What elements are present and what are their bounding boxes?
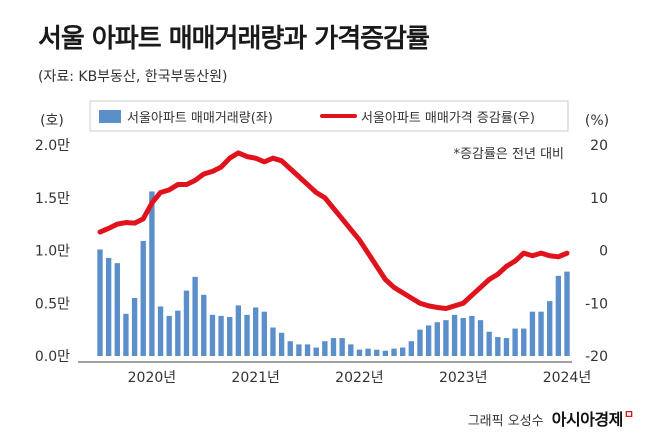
bar (235, 305, 242, 356)
bar (252, 307, 259, 356)
bar (313, 347, 319, 356)
x-tick: 2020년 (128, 370, 177, 386)
bar (218, 315, 224, 356)
x-tick: 2024년 (543, 370, 592, 386)
bar (382, 350, 389, 356)
bar (451, 314, 458, 356)
bar (114, 263, 120, 356)
bar (261, 311, 267, 356)
line-series (97, 150, 570, 312)
bar (417, 329, 423, 357)
brand-mark: ㅁ (623, 408, 634, 421)
right-tick: 10 (590, 191, 608, 207)
bar (192, 276, 198, 357)
bar (278, 332, 285, 356)
right-tick: -20 (585, 349, 608, 365)
left-tick: 1.5만 (35, 191, 70, 207)
brand-logo: 아시아경제 (551, 410, 624, 429)
bar (356, 349, 363, 356)
bar (105, 257, 112, 356)
left-tick: 2.0만 (35, 138, 70, 154)
bar (140, 241, 146, 356)
right-tick: -10 (585, 296, 608, 312)
bar (322, 341, 328, 356)
bar (425, 325, 432, 356)
bar (521, 328, 527, 356)
right-axis-ticks: 20 10 0 -10 -20 (585, 138, 608, 365)
bar (201, 294, 207, 356)
x-tick: 2022년 (335, 370, 384, 386)
bar (175, 310, 181, 356)
bar (365, 348, 371, 356)
legend-bar-swatch (99, 110, 121, 123)
bar (209, 314, 216, 356)
left-tick: 0.0만 (35, 349, 70, 365)
bar (97, 249, 103, 356)
graphic-credit: 그래픽 오성수 아시아경제ㅁ (468, 406, 634, 430)
bar (374, 349, 380, 356)
bar (166, 315, 172, 356)
bar (460, 318, 466, 356)
right-tick: 0 (599, 244, 608, 260)
bar (339, 338, 345, 356)
bar (287, 341, 293, 356)
left-tick: 0.5만 (35, 296, 70, 312)
bar (443, 320, 449, 356)
bar (564, 271, 570, 356)
bar (400, 347, 406, 356)
x-tick: 2021년 (231, 370, 280, 386)
bar (477, 320, 484, 356)
bar (348, 344, 354, 356)
bar (555, 275, 562, 356)
credit-author: 그래픽 오성수 (467, 414, 544, 429)
bar (434, 322, 440, 356)
bar (469, 315, 475, 356)
bar (227, 316, 233, 356)
source-note: (자료: KB부동산, 한국부동산원) (38, 69, 228, 85)
bar (123, 313, 129, 356)
legend-bar-label: 서울아파트 매매거래량(좌) (127, 111, 273, 126)
bar (304, 344, 311, 356)
bar (408, 341, 415, 356)
bar (391, 348, 397, 356)
bar (330, 338, 337, 356)
x-tick: 2023년 (439, 370, 488, 386)
right-tick: 20 (590, 138, 608, 154)
bar (547, 301, 553, 356)
bar (149, 191, 155, 356)
bar (157, 306, 164, 356)
left-axis-ticks: 2.0만 1.5만 1.0만 0.5만 0.0만 (35, 138, 70, 365)
bar (244, 314, 250, 356)
right-axis-unit: (%) (585, 113, 609, 129)
bar (486, 331, 492, 356)
bar (529, 311, 536, 356)
bar (270, 327, 276, 356)
bar (183, 290, 190, 356)
bar (538, 311, 544, 356)
left-tick: 1.0만 (35, 244, 70, 260)
bar (296, 344, 302, 356)
chart-note: *증감률은 전년 대비 (454, 147, 564, 162)
bar (512, 328, 518, 356)
legend-line-label: 서울아파트 매매가격 증감률(우) (361, 111, 535, 126)
chart-title: 서울 아파트 매매거래량과 가격증감률 (38, 24, 430, 54)
bar (503, 338, 510, 356)
bar-series (97, 191, 570, 357)
x-axis-ticks: 2020년 2021년 2022년 2023년 2024년 (128, 370, 592, 386)
bar (131, 297, 138, 356)
left-axis-unit: (호) (40, 113, 64, 129)
bar (495, 337, 501, 356)
